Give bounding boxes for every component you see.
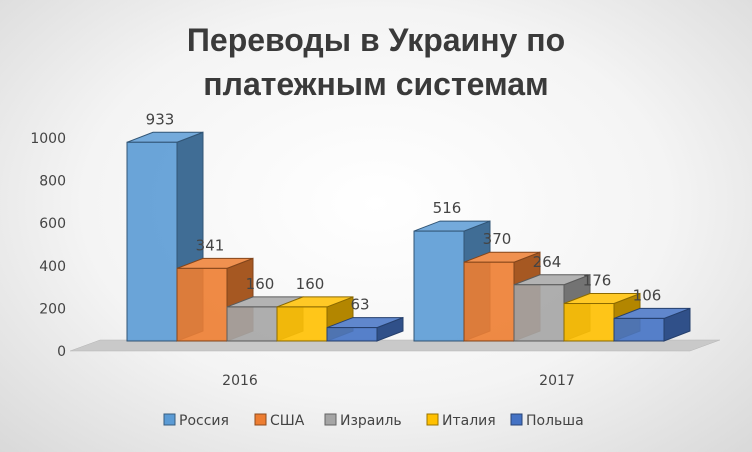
legend-swatch <box>254 413 267 426</box>
bar-front <box>126 141 178 342</box>
bar <box>326 316 404 342</box>
y-tick-label: 800 <box>39 174 66 190</box>
y-tick-label: 1000 <box>30 131 66 147</box>
y-tick-label: 0 <box>57 344 66 360</box>
data-label: 341 <box>196 236 225 254</box>
x-tick-label: 2017 <box>539 373 575 389</box>
legend-label: Польша <box>526 413 584 429</box>
bar-front <box>563 303 615 342</box>
bar-front <box>413 230 465 342</box>
data-label: 933 <box>146 110 175 128</box>
legend-swatch <box>324 413 337 426</box>
chart-title-line-2: платежным системам <box>203 66 549 102</box>
legend-label: Израиль <box>340 413 402 429</box>
bar-front <box>276 306 328 342</box>
data-label: 264 <box>533 253 562 271</box>
data-label: 160 <box>296 275 325 293</box>
chart-title: Переводы в Украину по платежным системам <box>0 18 752 106</box>
legend-swatch <box>510 413 523 426</box>
legend-swatch <box>163 413 176 426</box>
bar-front <box>613 317 665 342</box>
bar-front <box>176 267 228 342</box>
y-tick-label: 200 <box>39 301 66 317</box>
y-tick-label: 600 <box>39 216 66 232</box>
data-label: 160 <box>246 275 275 293</box>
legend-label: Италия <box>442 413 496 429</box>
data-label: 370 <box>483 230 512 248</box>
data-label: 176 <box>583 272 612 290</box>
data-label: 516 <box>433 199 462 217</box>
legend-swatch <box>426 413 439 426</box>
y-tick-label: 400 <box>39 259 66 275</box>
bar-front <box>513 284 565 342</box>
bar <box>613 307 691 342</box>
data-label: 63 <box>350 296 369 314</box>
bar <box>126 131 204 342</box>
chart-title-line-1: Переводы в Украину по <box>186 22 566 58</box>
x-tick-label: 2016 <box>222 373 258 389</box>
bar-front <box>326 327 378 342</box>
legend-label: Россия <box>179 413 229 429</box>
chart-floor <box>69 339 721 352</box>
bar-front <box>463 261 515 342</box>
bar-front <box>226 306 278 342</box>
legend-label: США <box>270 413 305 429</box>
data-label: 106 <box>633 286 662 304</box>
